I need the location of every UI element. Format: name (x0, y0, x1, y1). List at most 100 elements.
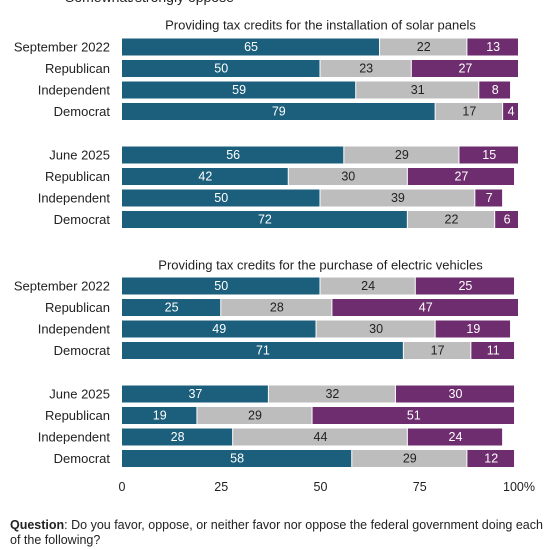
data-label: 58 (230, 452, 244, 466)
row-label: Republican (45, 300, 110, 315)
data-label: 71 (256, 344, 270, 358)
data-label: 24 (361, 279, 375, 293)
data-label: 15 (482, 148, 496, 162)
bar-segment-favor (122, 450, 352, 467)
data-label: 79 (272, 105, 286, 119)
data-label: 6 (504, 213, 511, 227)
data-label: 29 (395, 148, 409, 162)
bar-segment-oppose (435, 320, 511, 338)
row-label: Democrat (54, 212, 111, 227)
data-label: 42 (198, 170, 212, 184)
bar-segment-favor (122, 60, 320, 77)
legend-label-oppose: Somewhat/strongly oppose (65, 0, 234, 5)
bar-segment-oppose (407, 168, 515, 185)
bar-segment-favor (122, 81, 356, 99)
bar-segment-neither (320, 277, 415, 295)
data-label: 23 (359, 62, 373, 76)
x-tick-label: 100% (503, 480, 535, 494)
row-label: Republican (45, 408, 110, 423)
bar-segment-neither (268, 385, 395, 403)
bar-segment-neither (403, 342, 471, 359)
bar-segment-favor (122, 407, 197, 424)
bar-segment-oppose (411, 60, 518, 77)
data-label: 65 (244, 40, 258, 54)
x-tick-label: 25 (214, 480, 228, 494)
bar-segment-neither (407, 211, 495, 228)
bar-segment-favor (122, 342, 403, 359)
bar-segment-favor (122, 299, 221, 316)
bar-segment-favor (122, 385, 268, 403)
data-label: 22 (445, 213, 459, 227)
row-label: Republican (45, 61, 110, 76)
data-label: 30 (341, 170, 355, 184)
data-label: 30 (449, 387, 463, 401)
bar-segment-oppose (415, 277, 515, 295)
bar-segment-oppose (459, 146, 518, 164)
row-label: Democrat (54, 343, 111, 358)
bar-segment-neither (316, 320, 435, 338)
data-label: 31 (411, 83, 425, 97)
bar-segment-favor (122, 211, 407, 228)
data-label: 49 (212, 322, 226, 336)
bar-segment-neither (288, 168, 407, 185)
bar-segment-favor (122, 103, 435, 120)
data-label: 50 (214, 62, 228, 76)
data-label: 19 (153, 409, 167, 423)
row-label: Independent (38, 83, 111, 98)
question-text: : Do you favor, oppose, or neither favor… (10, 518, 543, 547)
data-label: 24 (449, 430, 463, 444)
bar-segment-oppose (495, 211, 518, 228)
data-label: 27 (458, 62, 472, 76)
data-label: 7 (486, 191, 493, 205)
question-label: Question (10, 518, 65, 532)
bar-segment-neither (380, 38, 467, 56)
data-label: 28 (171, 430, 185, 444)
data-label: 44 (314, 430, 328, 444)
bar-segment-neither (352, 450, 467, 467)
data-label: 32 (325, 387, 339, 401)
row-label: Independent (38, 322, 111, 337)
data-label: 51 (407, 409, 421, 423)
x-tick-label: 50 (314, 480, 328, 494)
data-label: 29 (403, 452, 417, 466)
bar-segment-oppose (479, 81, 511, 99)
row-label: September 2022 (14, 279, 110, 294)
bar-segment-oppose (475, 189, 503, 207)
data-label: 13 (486, 40, 500, 54)
data-label: 72 (258, 213, 272, 227)
bar-segment-neither (320, 189, 475, 207)
bar-segment-favor (122, 168, 288, 185)
data-label: 47 (419, 301, 433, 315)
data-label: 12 (484, 452, 498, 466)
row-label: Republican (45, 169, 110, 184)
bar-segment-favor (122, 428, 233, 446)
data-label: 50 (214, 191, 228, 205)
data-label: 8 (492, 83, 499, 97)
bar-segment-oppose (471, 342, 515, 359)
bar-segment-oppose (503, 103, 518, 120)
row-label: Democrat (54, 451, 111, 466)
row-label: June 2025 (49, 387, 110, 402)
data-label: 50 (214, 279, 228, 293)
row-label: Democrat (54, 104, 111, 119)
row-label: June 2025 (49, 148, 110, 163)
stacked-bar-chart: Somewhat/strongly oppose Providing tax cr… (14, 0, 535, 494)
row-label: September 2022 (14, 40, 110, 55)
data-label: 11 (487, 344, 500, 358)
bar-segment-neither (344, 146, 459, 164)
data-label: 30 (369, 322, 383, 336)
bar-segment-favor (122, 38, 380, 56)
data-label: 25 (458, 279, 472, 293)
bar-segment-neither (356, 81, 479, 99)
data-label: 19 (466, 322, 480, 336)
data-label: 17 (431, 344, 445, 358)
data-label: 59 (232, 83, 246, 97)
bar-segment-neither (233, 428, 407, 446)
data-label: 25 (165, 301, 179, 315)
data-label: 56 (226, 148, 240, 162)
bar-segment-oppose (467, 450, 515, 467)
bar-segment-favor (122, 189, 320, 207)
panel-title: Providing tax credits for the purchase o… (158, 258, 483, 273)
x-tick-label: 75 (413, 480, 427, 494)
bar-segment-oppose (395, 385, 515, 403)
